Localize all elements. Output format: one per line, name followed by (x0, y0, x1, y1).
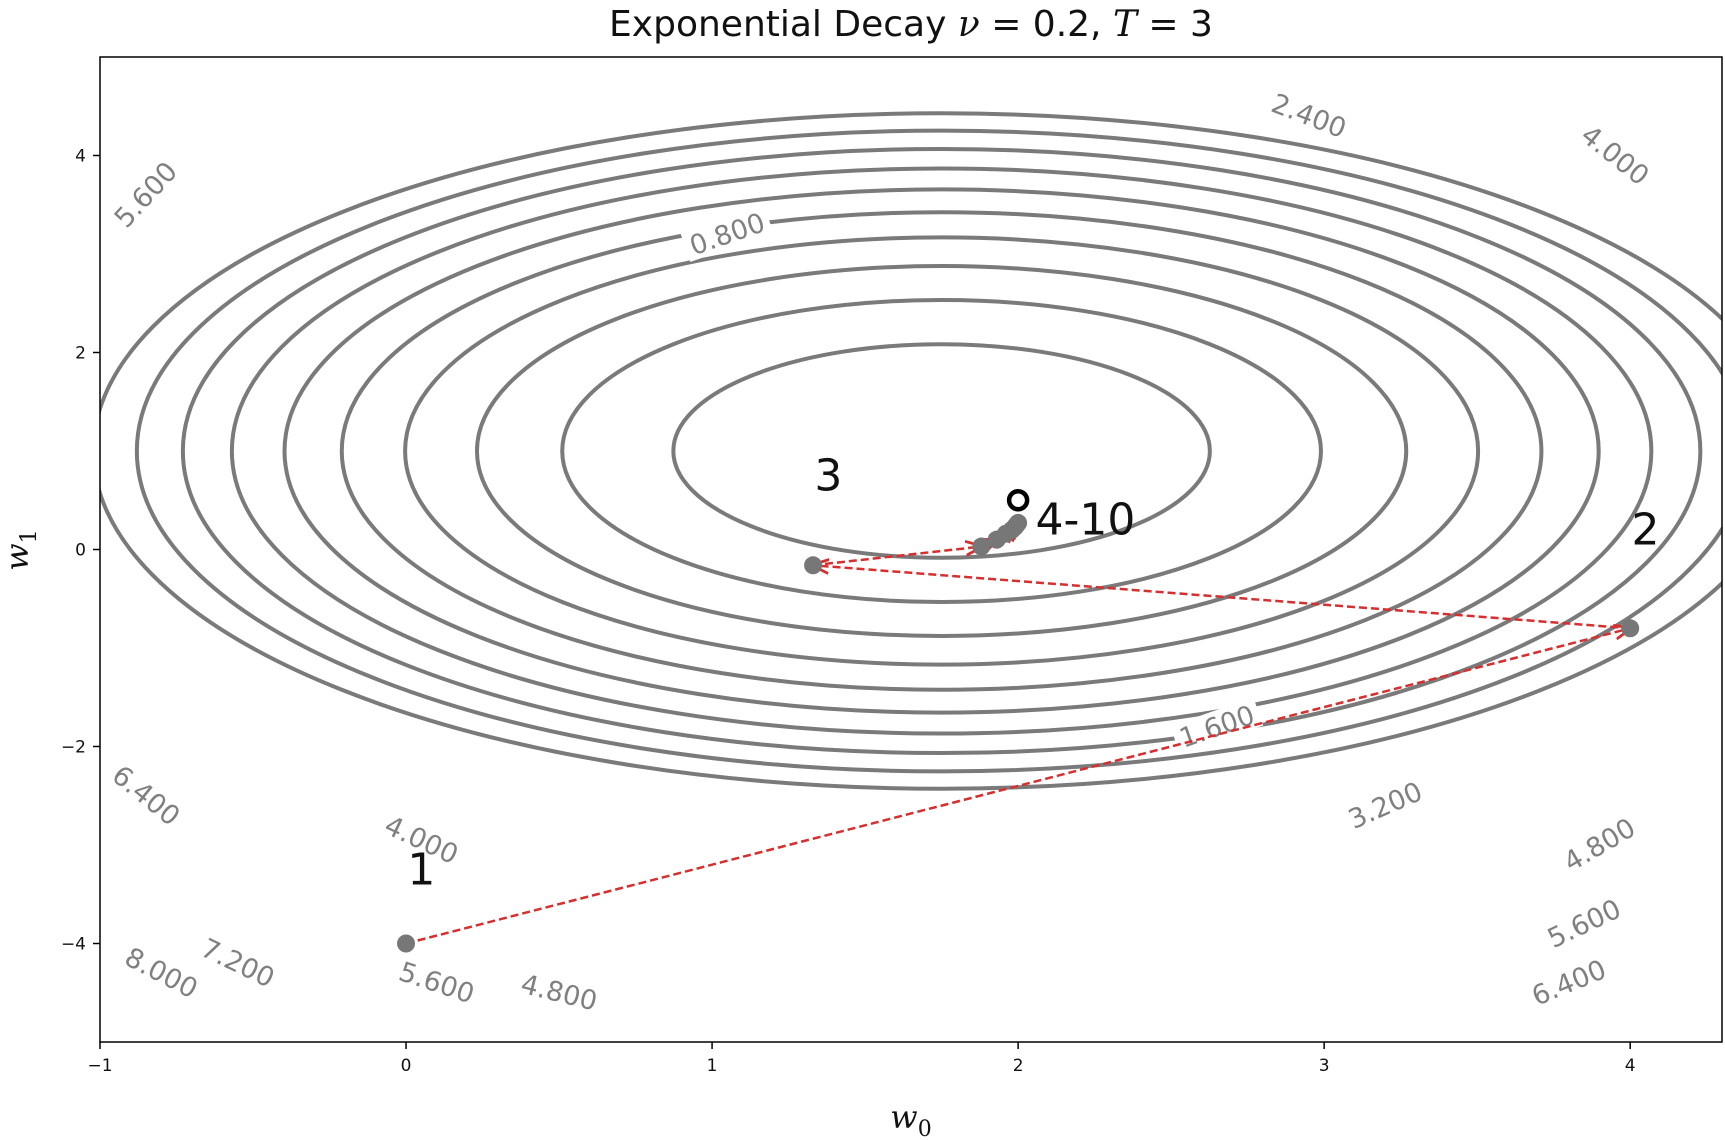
contour-label-text: 4.000 (1575, 120, 1655, 192)
title-t-symbol: T (1113, 4, 1140, 45)
contour-label-bg (1571, 115, 1660, 194)
contour-label-bg (1338, 773, 1432, 837)
title-text-1: Exponential Decay (609, 4, 958, 45)
contours (100, 111, 1722, 791)
x-tick-label: −1 (87, 1056, 112, 1076)
x-axis: −1 0 1 2 3 4 (87, 1042, 1636, 1076)
x-tick-label: 2 (1013, 1056, 1024, 1076)
contour-label-8: 5.600 (104, 151, 186, 237)
contour-line-7 (180, 146, 1703, 756)
chart-title: Exponential Decay ν = 0.2, T = 3 (609, 4, 1213, 45)
contour-label-4: 4.000 (1571, 115, 1660, 194)
contour-label-text: 8.000 (120, 942, 203, 1005)
optimum-marker (1006, 489, 1030, 512)
y-axis-label: w1 (0, 529, 42, 570)
title-text-2: = 0.2, (980, 4, 1113, 45)
contour-label-2: 2.400 (1262, 85, 1356, 145)
contour-line-9 (100, 111, 1722, 791)
contour-line-6 (229, 166, 1654, 736)
contour-line-5 (282, 187, 1601, 715)
y-tick-label: 2 (75, 344, 86, 364)
contour-line-3 (403, 235, 1481, 667)
contour-label-bg (1170, 697, 1264, 755)
iterate-label-0: 1 (407, 844, 435, 895)
contour-label-bg (680, 204, 774, 262)
contour-label-12: 6.400 (1522, 951, 1615, 1013)
y-axis: −4 −2 0 2 4 (61, 147, 100, 955)
title-text-3: = 3 (1137, 4, 1213, 45)
contour-line-8 (135, 128, 1722, 774)
contour-label-bg (390, 953, 484, 1011)
iterate-point-10 (1009, 513, 1028, 532)
iterate-label-3: 4-10 (1036, 495, 1136, 546)
contour-label-bg (1262, 85, 1356, 145)
contour-label-text: 4.800 (1559, 813, 1641, 879)
x-axis-label-main: w (890, 1098, 917, 1136)
y-tick-label: 0 (75, 541, 86, 561)
contour-label-text: 7.200 (196, 933, 279, 994)
contour-label-9: 5.600 (390, 953, 484, 1011)
contour-label-3: 3.200 (1338, 773, 1432, 837)
iterate-points (397, 489, 1640, 953)
iterate-point-1 (397, 934, 416, 953)
iterate-label-2: 3 (814, 450, 842, 501)
contour-label-bg (102, 755, 191, 835)
contour-label-bg (115, 938, 208, 1006)
contour-label-text: 3.200 (1344, 776, 1427, 835)
y-tick-label: 4 (75, 147, 86, 167)
contour-label-bg (1553, 808, 1645, 880)
x-tick-label: 4 (1625, 1056, 1636, 1076)
title-nu-symbol: ν (958, 4, 980, 45)
x-axis-label: w0 (890, 1098, 931, 1140)
contour-line-2 (474, 264, 1409, 638)
contour-label-text: 6.400 (1528, 954, 1611, 1012)
iterate-point-2 (1621, 619, 1640, 638)
y-tick-label: −4 (61, 935, 86, 955)
contour-label-10: 5.600 (1537, 890, 1631, 956)
contour-label-6: 4.800 (1553, 808, 1645, 880)
iterate-point-3 (804, 556, 823, 575)
contour-label-bg (375, 806, 468, 872)
path-segment-2 (813, 565, 1631, 630)
contour-label-text: 5.600 (395, 956, 478, 1010)
x-axis-label-sub: 0 (918, 1117, 932, 1140)
iterate-point-4 (972, 537, 991, 556)
contour-label-text: 2.400 (1267, 88, 1350, 145)
contour-label-text: 5.600 (1543, 894, 1626, 955)
path-segment-1 (405, 628, 1630, 945)
contour-line-1 (560, 297, 1323, 605)
contour-label-bg (512, 966, 606, 1017)
contour-label-bg (191, 929, 285, 995)
plot-frame (99, 56, 1723, 1043)
y-axis-label-sub: 1 (17, 529, 42, 543)
y-axis-label-main: w (0, 543, 36, 570)
y-tick-label: −2 (61, 738, 86, 758)
contour-label-bg (1522, 951, 1615, 1013)
contour-label-text: 5.600 (109, 156, 184, 234)
contour-label-13: 7.200 (191, 929, 285, 995)
point-labels: 1 2 3 4-10 (407, 450, 1659, 895)
contour-line-0 (671, 342, 1212, 560)
path-segment-3 (812, 547, 981, 567)
contour-label-7: 4.800 (512, 966, 606, 1018)
contour-label-text: 4.800 (518, 969, 600, 1018)
x-tick-label: 3 (1319, 1056, 1330, 1076)
contour-label-text: 6.400 (106, 760, 186, 833)
contour-label-bg (1537, 890, 1631, 956)
contour-label-bg (104, 151, 186, 237)
x-tick-label: 1 (707, 1056, 718, 1076)
contour-label-14: 8.000 (115, 938, 208, 1006)
iterate-label-1: 2 (1631, 505, 1659, 556)
x-tick-label: 0 (401, 1056, 412, 1076)
contour-label-11: 6.400 (102, 755, 191, 835)
contour-line-4 (339, 210, 1544, 692)
